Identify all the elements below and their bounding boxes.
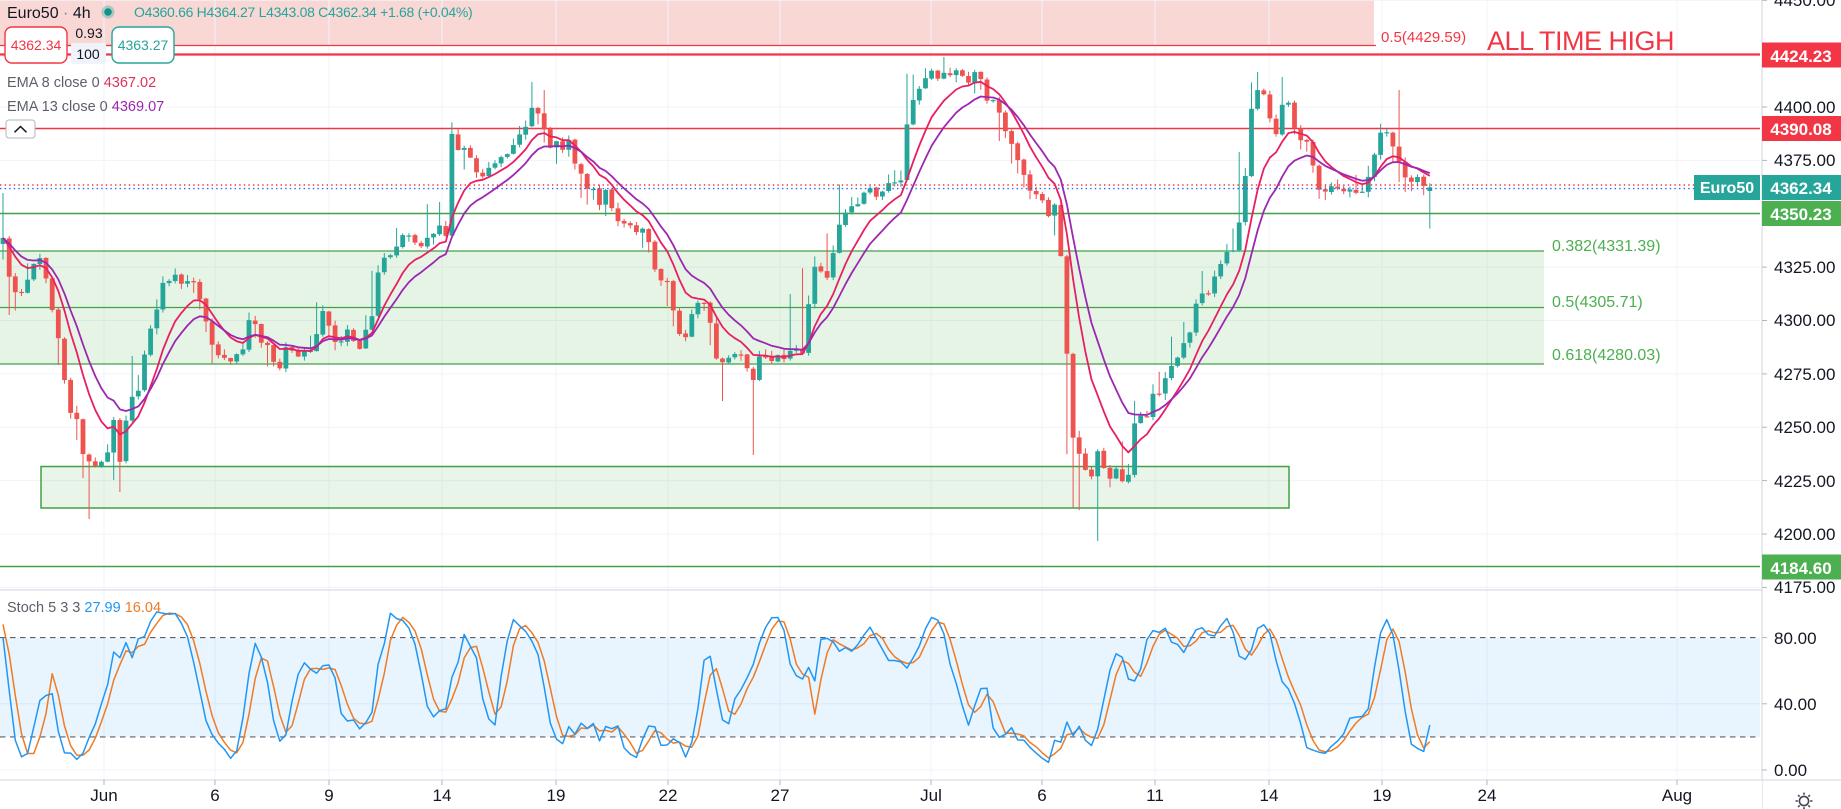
svg-text:Jul: Jul	[920, 786, 942, 805]
svg-text:4362.34: 4362.34	[11, 37, 62, 53]
svg-text:4250.00: 4250.00	[1774, 418, 1835, 437]
svg-text:Stoch 5 3 3 27.99 16.04: Stoch 5 3 3 27.99 16.04	[7, 600, 161, 616]
svg-text:14: 14	[433, 786, 452, 805]
svg-text:24: 24	[1478, 786, 1497, 805]
svg-text:4450.00: 4450.00	[1774, 0, 1835, 10]
svg-text:Jun: Jun	[90, 786, 117, 805]
svg-text:4363.27: 4363.27	[118, 37, 169, 53]
svg-text:11: 11	[1146, 786, 1164, 805]
svg-text:4184.60: 4184.60	[1770, 559, 1831, 578]
svg-text:O4360.66 H4364.27 L4343.08 C43: O4360.66 H4364.27 L4343.08 C4362.34 +1.6…	[134, 4, 472, 20]
svg-text:4375.00: 4375.00	[1774, 151, 1835, 170]
svg-text:9: 9	[324, 786, 333, 805]
svg-text:4275.00: 4275.00	[1774, 365, 1835, 384]
svg-text:80.00: 80.00	[1774, 629, 1817, 648]
svg-text:EMA 8 close 0 4367.02: EMA 8 close 0 4367.02	[7, 75, 156, 91]
svg-text:Euro50 · 4h: Euro50 · 4h	[7, 5, 91, 22]
svg-text:19: 19	[547, 786, 566, 805]
svg-text:4325.00: 4325.00	[1774, 258, 1835, 277]
svg-text:0.93: 0.93	[75, 25, 102, 41]
svg-text:100: 100	[76, 46, 100, 62]
svg-text:0.00: 0.00	[1774, 761, 1807, 780]
svg-text:4400.00: 4400.00	[1774, 98, 1835, 117]
svg-text:ALL TIME HIGH: ALL TIME HIGH	[1487, 26, 1674, 56]
svg-text:0.5(4429.59): 0.5(4429.59)	[1381, 29, 1466, 46]
svg-text:4350.23: 4350.23	[1770, 205, 1831, 224]
svg-text:19: 19	[1373, 786, 1392, 805]
svg-text:27: 27	[771, 786, 790, 805]
svg-text:EMA 13 close 0 4369.07: EMA 13 close 0 4369.07	[7, 99, 164, 115]
svg-text:4390.08: 4390.08	[1770, 120, 1831, 139]
svg-text:4362.34: 4362.34	[1770, 179, 1832, 198]
svg-text:Aug: Aug	[1662, 786, 1692, 805]
svg-text:4300.00: 4300.00	[1774, 311, 1835, 330]
svg-text:6: 6	[210, 786, 219, 805]
svg-text:4175.00: 4175.00	[1774, 578, 1835, 597]
svg-text:4225.00: 4225.00	[1774, 472, 1835, 491]
svg-text:40.00: 40.00	[1774, 695, 1817, 714]
svg-text:14: 14	[1260, 786, 1279, 805]
svg-text:6: 6	[1037, 786, 1046, 805]
svg-text:22: 22	[659, 786, 678, 805]
svg-text:4200.00: 4200.00	[1774, 525, 1835, 544]
svg-text:0.5(4305.71): 0.5(4305.71)	[1552, 294, 1643, 311]
svg-text:0.382(4331.39): 0.382(4331.39)	[1552, 238, 1661, 255]
svg-text:0.618(4280.03): 0.618(4280.03)	[1552, 347, 1661, 364]
svg-text:4424.23: 4424.23	[1770, 47, 1831, 66]
svg-text:Euro50: Euro50	[1700, 180, 1754, 197]
